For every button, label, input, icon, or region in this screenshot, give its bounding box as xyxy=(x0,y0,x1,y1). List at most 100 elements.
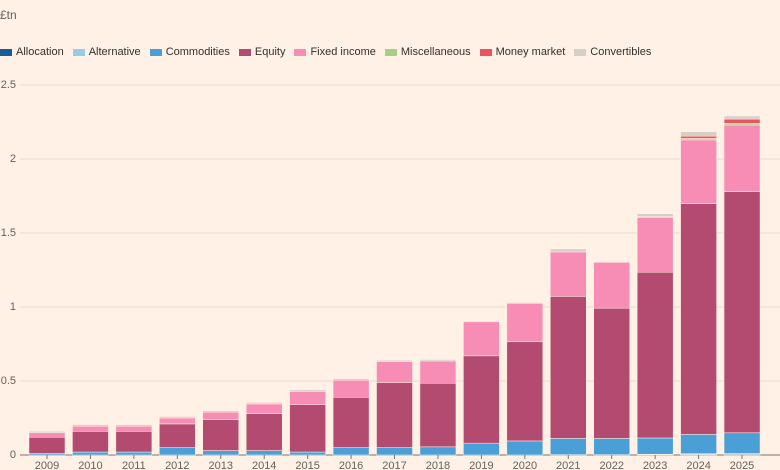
bar-convertibles-2017 xyxy=(376,360,413,363)
bars xyxy=(28,115,761,456)
legend-label: Allocation xyxy=(16,46,64,58)
y-axis-unit-label: £tn xyxy=(0,8,17,22)
legend-item-commodities: Commodities xyxy=(149,46,230,59)
legend-item-fixed-income: Fixed income xyxy=(294,46,376,59)
bar-convertibles-2024 xyxy=(680,131,717,137)
legend-swatch-money-market xyxy=(479,49,492,56)
x-tick-label: 2024 xyxy=(686,460,710,470)
y-tick-label: 1 xyxy=(10,301,16,313)
bar-convertibles-2016 xyxy=(332,378,370,381)
bar-convertibles-2011 xyxy=(115,424,153,427)
bar-equity-2023 xyxy=(636,271,674,439)
bar-fixed-income-2025 xyxy=(723,124,761,192)
x-tick-label: 2010 xyxy=(78,460,102,470)
bar-convertibles-2021 xyxy=(550,248,587,253)
x-tick-label: 2012 xyxy=(165,460,189,470)
bar-fixed-income-2010 xyxy=(72,425,109,432)
bar-equity-2021 xyxy=(550,296,587,439)
bar-commodities-2015 xyxy=(289,451,326,456)
legend-swatch-convertibles xyxy=(574,49,587,56)
bar-fixed-income-2021 xyxy=(550,251,587,297)
y-tick-label: 2 xyxy=(10,153,16,165)
bar-equity-2011 xyxy=(115,431,153,453)
y-tick-label: 1.5 xyxy=(1,227,16,239)
x-tick-label: 2014 xyxy=(252,460,276,470)
bar-equity-2012 xyxy=(159,423,196,448)
bar-fixed-income-2012 xyxy=(159,417,196,425)
bar-commodities-2016 xyxy=(332,447,370,456)
y-tick-label: 2.5 xyxy=(1,79,16,91)
bar-commodities-2014 xyxy=(245,450,283,456)
bar-convertibles-2013 xyxy=(202,410,240,413)
legend-label: Fixed income xyxy=(310,46,376,58)
bar-commodities-2023 xyxy=(636,437,674,455)
legend-label: Equity xyxy=(254,46,286,58)
bar-equity-2014 xyxy=(245,413,283,451)
bar-commodities-2010 xyxy=(72,451,109,456)
legend: Allocation Alternative Commodities Equity Fi… xyxy=(0,46,651,59)
x-tick-label: 2009 xyxy=(35,460,59,470)
legend-item-convertibles: Convertibles xyxy=(574,46,651,59)
bar-fixed-income-2009 xyxy=(28,432,66,438)
legend-label: Miscellaneous xyxy=(400,46,471,58)
legend-item-equity: Equity xyxy=(238,46,286,59)
x-tick-label: 2016 xyxy=(339,460,363,470)
legend-swatch-commodities xyxy=(149,49,162,56)
bar-equity-2015 xyxy=(289,404,326,453)
bar-commodities-2025 xyxy=(723,432,761,454)
bar-equity-2017 xyxy=(376,382,413,448)
bar-fixed-income-2013 xyxy=(202,411,240,420)
bar-convertibles-2012 xyxy=(159,416,196,419)
x-tick-label: 2011 xyxy=(122,460,146,470)
bar-fixed-income-2011 xyxy=(115,425,153,432)
legend-item-miscellaneous: Miscellaneous xyxy=(384,46,471,59)
bar-equity-2010 xyxy=(72,431,109,453)
bar-equity-2009 xyxy=(28,436,66,454)
bar-convertibles-2023 xyxy=(636,213,674,217)
legend-item-money-market: Money market xyxy=(479,46,566,59)
legend-item-alternative: Alternative xyxy=(72,46,141,59)
legend-swatch-alternative xyxy=(72,49,85,56)
axes: 0 0.5 1 1.5 2 2.5 2009 2010 2011 2012 2013 2014 2015… xyxy=(1,79,755,470)
bar-money-market-2025 xyxy=(723,118,761,124)
x-tick-label: 2023 xyxy=(643,460,667,470)
bar-convertibles-2020 xyxy=(506,302,544,304)
bar-money-market-2024 xyxy=(680,135,717,139)
y-tick-label: 0 xyxy=(10,449,16,461)
bar-convertibles-2018 xyxy=(419,359,457,362)
bar-commodities-2011 xyxy=(115,451,153,456)
bar-equity-2022 xyxy=(593,307,630,439)
bar-fixed-income-2020 xyxy=(506,303,544,343)
bar-commodities-2019 xyxy=(463,442,500,456)
legend-label: Convertibles xyxy=(590,46,652,58)
bar-convertibles-2015 xyxy=(289,389,326,392)
x-tick-label: 2018 xyxy=(426,460,450,470)
x-tick-label: 2022 xyxy=(599,460,623,470)
legend-swatch-miscellaneous xyxy=(384,49,397,56)
legend-label: Alternative xyxy=(88,46,141,58)
bar-fixed-income-2014 xyxy=(245,403,283,414)
bar-commodities-2024 xyxy=(680,434,717,454)
legend-swatch-fixed-income xyxy=(294,49,307,56)
bar-fixed-income-2022 xyxy=(593,262,630,309)
bar-fixed-income-2019 xyxy=(463,321,500,357)
bar-equity-2013 xyxy=(202,419,240,451)
bar-commodities-2018 xyxy=(419,446,457,456)
x-tick-label: 2020 xyxy=(513,460,537,470)
bar-convertibles-2009 xyxy=(28,431,66,434)
bar-equity-2016 xyxy=(332,397,370,448)
legend-label: Money market xyxy=(495,46,566,58)
x-tick-label: 2013 xyxy=(209,460,233,470)
bar-convertibles-2022 xyxy=(593,261,630,263)
legend-swatch-allocation xyxy=(0,49,12,56)
bar-commodities-2017 xyxy=(376,447,413,456)
legend-label: Commodities xyxy=(165,46,230,58)
bar-equity-2024 xyxy=(680,203,717,435)
bar-fixed-income-2015 xyxy=(289,391,326,405)
bar-fixed-income-2016 xyxy=(332,380,370,398)
bar-commodities-2013 xyxy=(202,450,240,456)
bar-fixed-income-2024 xyxy=(680,139,717,204)
bar-commodities-2020 xyxy=(506,440,544,456)
x-tick-label: 2021 xyxy=(556,460,580,470)
